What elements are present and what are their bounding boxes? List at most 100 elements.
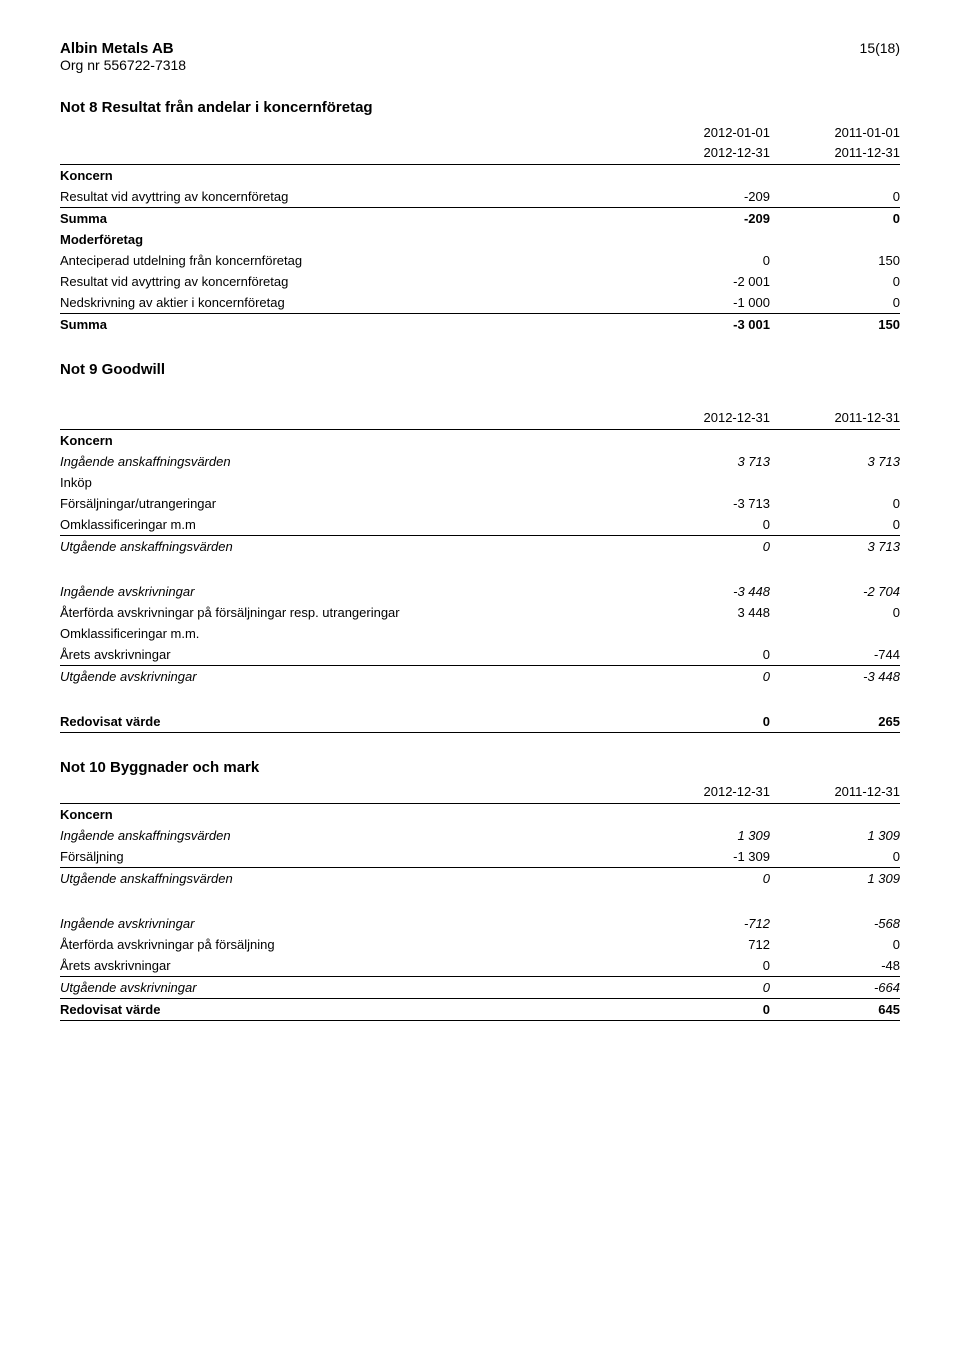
row-label: Återförda avskrivningar på försäljning: [60, 934, 640, 955]
redovisat-value: 0: [640, 999, 770, 1021]
row-label: Resultat vid avyttring av koncernföretag: [60, 186, 640, 208]
table-row: Ingående avskrivningar -712 -568: [60, 913, 900, 934]
row-value: 0: [640, 955, 770, 977]
row-label: Ingående anskaffningsvärden: [60, 825, 640, 846]
row-label: Ingående anskaffningsvärden: [60, 451, 640, 472]
table-row: Anteciperad utdelning från koncernföreta…: [60, 250, 900, 271]
row-value: 0: [640, 644, 770, 666]
summa-label: Summa: [60, 208, 640, 230]
redovisat-label: Redovisat värde: [60, 999, 640, 1021]
row-label: Omklassificeringar m.m: [60, 514, 640, 536]
company-name: Albin Metals AB: [60, 40, 186, 57]
row-value: -3 448: [770, 666, 900, 688]
table-row: Återförda avskrivningar på försäljningar…: [60, 602, 900, 623]
table-row: Nedskrivning av aktier i koncernföretag …: [60, 292, 900, 314]
table-row: Återförda avskrivningar på försäljning 7…: [60, 934, 900, 955]
row-label: Ingående avskrivningar: [60, 581, 640, 602]
row-value: 0: [770, 493, 900, 514]
row-value: 0: [770, 292, 900, 314]
row-label: Utgående avskrivningar: [60, 666, 640, 688]
row-label: Anteciperad utdelning från koncernföreta…: [60, 250, 640, 271]
row-value: -1 000: [640, 292, 770, 314]
row-label: Ingående avskrivningar: [60, 913, 640, 934]
row-label: Försäljning: [60, 846, 640, 868]
date-cell: 2012-01-01: [640, 122, 770, 143]
row-label: Nedskrivning av aktier i koncernföretag: [60, 292, 640, 314]
section-label: Koncern: [60, 165, 640, 187]
redovisat-value: 645: [770, 999, 900, 1021]
row-value: 0: [770, 514, 900, 536]
note9-table: 2012-12-31 2011-12-31 Koncern Ingående a…: [60, 384, 900, 733]
date-cell: 2011-12-31: [770, 782, 900, 804]
table-row: Koncern: [60, 165, 900, 187]
table-row: Inköp: [60, 472, 900, 493]
row-label: Utgående anskaffningsvärden: [60, 536, 640, 558]
row-value: 0: [640, 250, 770, 271]
row-value: 712: [640, 934, 770, 955]
table-row: Redovisat värde 0 265: [60, 711, 900, 733]
table-row: Ingående anskaffningsvärden 1 309 1 309: [60, 825, 900, 846]
row-label: Utgående avskrivningar: [60, 977, 640, 999]
row-value: 3 713: [770, 451, 900, 472]
table-row: Summa -3 001 150: [60, 314, 900, 336]
row-value: [640, 472, 770, 493]
note10-title: Not 10 Byggnader och mark: [60, 759, 900, 776]
table-row: Koncern: [60, 804, 900, 826]
row-value: 0: [640, 514, 770, 536]
row-value: -1 309: [640, 846, 770, 868]
row-value: -3 448: [640, 581, 770, 602]
section-label: Moderföretag: [60, 229, 640, 250]
row-value: 1 309: [770, 868, 900, 890]
table-row: Årets avskrivningar 0 -48: [60, 955, 900, 977]
table-row: Resultat vid avyttring av koncernföretag…: [60, 186, 900, 208]
table-row: 2012-12-31 2011-12-31: [60, 408, 900, 430]
table-row: Försäljningar/utrangeringar -3 713 0: [60, 493, 900, 514]
row-label: Inköp: [60, 472, 640, 493]
note8-table: 2012-01-01 2011-01-01 2012-12-31 2011-12…: [60, 122, 900, 335]
row-value: -48: [770, 955, 900, 977]
table-row: Utgående anskaffningsvärden 0 3 713: [60, 536, 900, 558]
row-value: 3 713: [770, 536, 900, 558]
row-label: Utgående anskaffningsvärden: [60, 868, 640, 890]
table-row: Koncern: [60, 430, 900, 452]
date-cell: 2011-12-31: [770, 143, 900, 165]
note8-title: Not 8 Resultat från andelar i koncernför…: [60, 99, 900, 116]
row-value: -664: [770, 977, 900, 999]
date-cell: 2011-12-31: [770, 408, 900, 430]
table-row: 2012-12-31 2011-12-31: [60, 782, 900, 804]
row-value: 1 309: [770, 825, 900, 846]
row-label: Omklassificeringar m.m.: [60, 623, 640, 644]
note9-title: Not 9 Goodwill: [60, 361, 900, 378]
row-value: [770, 623, 900, 644]
table-row: Omklassificeringar m.m 0 0: [60, 514, 900, 536]
date-cell: 2012-12-31: [640, 782, 770, 804]
row-value: 0: [770, 186, 900, 208]
redovisat-value: 0: [640, 711, 770, 733]
org-number: Org nr 556722-7318: [60, 57, 186, 73]
redovisat-label: Redovisat värde: [60, 711, 640, 733]
table-row: 2012-12-31 2011-12-31: [60, 143, 900, 165]
company-block: Albin Metals AB Org nr 556722-7318: [60, 40, 186, 73]
note10-table: 2012-12-31 2011-12-31 Koncern Ingående a…: [60, 782, 900, 1021]
section-label: Koncern: [60, 430, 640, 452]
summa-value: 150: [770, 314, 900, 336]
row-value: 0: [640, 536, 770, 558]
row-value: 0: [770, 602, 900, 623]
row-value: 0: [640, 977, 770, 999]
table-row: Ingående anskaffningsvärden 3 713 3 713: [60, 451, 900, 472]
row-value: -209: [640, 186, 770, 208]
row-value: 150: [770, 250, 900, 271]
row-value: 0: [640, 868, 770, 890]
summa-value: 0: [770, 208, 900, 230]
table-row: Resultat vid avyttring av koncernföretag…: [60, 271, 900, 292]
row-label: Resultat vid avyttring av koncernföretag: [60, 271, 640, 292]
summa-value: -3 001: [640, 314, 770, 336]
row-value: 0: [770, 846, 900, 868]
table-row: Utgående avskrivningar 0 -3 448: [60, 666, 900, 688]
table-row: Försäljning -1 309 0: [60, 846, 900, 868]
table-row: Moderföretag: [60, 229, 900, 250]
row-value: 3 448: [640, 602, 770, 623]
row-label: Försäljningar/utrangeringar: [60, 493, 640, 514]
page-header: Albin Metals AB Org nr 556722-7318 15(18…: [60, 40, 900, 73]
row-value: [640, 623, 770, 644]
